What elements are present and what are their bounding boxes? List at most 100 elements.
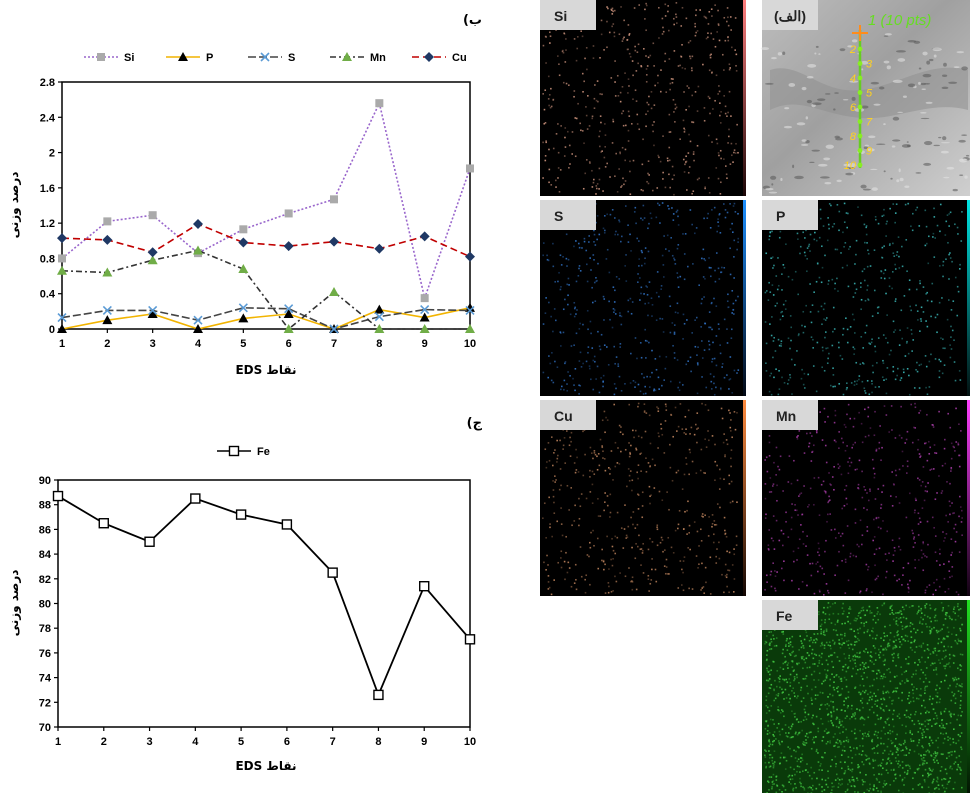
- map-dot: [834, 248, 837, 251]
- map-dot: [869, 696, 871, 699]
- map-dot: [871, 706, 873, 708]
- map-dot: [593, 97, 596, 100]
- map-dot: [685, 160, 688, 163]
- map-dot: [547, 581, 550, 583]
- plot-frame-b: [61, 81, 471, 330]
- map-dot: [585, 574, 588, 577]
- map-dot: [960, 640, 963, 642]
- map-dot: [811, 688, 813, 691]
- map-dot: [867, 568, 869, 571]
- map-dot: [764, 321, 767, 323]
- map-dot: [608, 31, 611, 34]
- sem-grain: [794, 175, 804, 180]
- map-dot: [770, 257, 773, 260]
- map-dot: [942, 608, 944, 611]
- map-dot: [704, 186, 706, 188]
- map-dot: [854, 713, 856, 716]
- map-dot: [629, 170, 631, 173]
- map-dot: [957, 766, 960, 768]
- map-dot: [862, 780, 865, 783]
- map-dot: [841, 559, 843, 562]
- map-dot: [917, 767, 920, 770]
- map-dot: [636, 123, 639, 125]
- y-tick-label: 76: [39, 648, 51, 660]
- map-dot: [884, 676, 887, 678]
- map-dot: [768, 441, 771, 444]
- map-dot: [627, 241, 630, 243]
- map-dot: [864, 241, 866, 244]
- map-dot: [841, 783, 843, 785]
- map-dot: [958, 640, 960, 642]
- map-dot: [913, 640, 916, 643]
- map-dot: [841, 613, 844, 615]
- map-dot: [895, 474, 898, 477]
- map-dot: [834, 287, 836, 290]
- map-dot: [896, 579, 898, 582]
- map-dot: [834, 537, 837, 539]
- map-dot: [708, 326, 710, 329]
- map-dot: [726, 115, 728, 117]
- map-dot: [783, 266, 786, 269]
- map-dot: [920, 758, 923, 760]
- map-dot: [914, 713, 916, 716]
- map-dot: [552, 480, 554, 482]
- map-dot: [920, 320, 923, 322]
- map-dot: [871, 684, 874, 687]
- map-dot: [633, 7, 636, 9]
- map-dot: [799, 252, 801, 255]
- map-dot: [884, 269, 887, 271]
- map-dot: [660, 285, 663, 287]
- map-dot: [840, 724, 843, 726]
- map-dot: [643, 262, 646, 265]
- map-dot: [782, 532, 785, 535]
- map-dot: [768, 648, 771, 651]
- map-dot: [843, 745, 846, 748]
- map-dot: [829, 684, 831, 687]
- map-dot: [641, 505, 644, 507]
- map-label-box: [762, 200, 818, 230]
- map-dot: [582, 362, 584, 365]
- map-dot: [672, 99, 675, 101]
- map-dot: [849, 245, 851, 248]
- map-dot: [873, 784, 875, 786]
- map-dot: [640, 286, 643, 289]
- map-dot: [793, 560, 795, 563]
- map-dot: [775, 474, 777, 476]
- map-dot: [951, 750, 954, 753]
- map-dot: [714, 479, 716, 482]
- map-dot: [960, 769, 962, 772]
- map-dot: [823, 606, 825, 609]
- map-dot: [882, 214, 885, 217]
- map-dot: [801, 642, 803, 645]
- map-dot: [547, 564, 549, 566]
- map-dot: [768, 454, 771, 457]
- data-point-p: [283, 309, 294, 319]
- map-dot: [859, 745, 861, 747]
- map-dot: [937, 737, 939, 739]
- map-dot: [929, 604, 931, 606]
- map-dot: [705, 386, 708, 389]
- map-dot: [656, 406, 658, 408]
- map-dot: [764, 459, 766, 461]
- map-dot: [672, 344, 674, 347]
- x-tick-label: 7: [331, 338, 337, 350]
- map-dot: [612, 10, 614, 13]
- map-dot: [784, 768, 787, 770]
- map-dot: [854, 641, 856, 643]
- map-dot: [645, 357, 647, 359]
- map-dot: [661, 254, 664, 257]
- map-dot: [835, 763, 837, 765]
- map-dot: [876, 714, 879, 717]
- map-dot: [765, 635, 768, 637]
- map-dot: [949, 684, 951, 687]
- map-dot: [693, 521, 696, 523]
- map-dot: [698, 545, 700, 547]
- map-dot: [582, 430, 584, 433]
- map-dot: [921, 745, 923, 747]
- legend-label: Cu: [452, 52, 467, 64]
- map-dot: [836, 621, 839, 623]
- map-dot: [673, 333, 676, 335]
- legend-label: P: [206, 52, 213, 64]
- map-dot: [920, 688, 922, 690]
- map-dot: [666, 157, 669, 160]
